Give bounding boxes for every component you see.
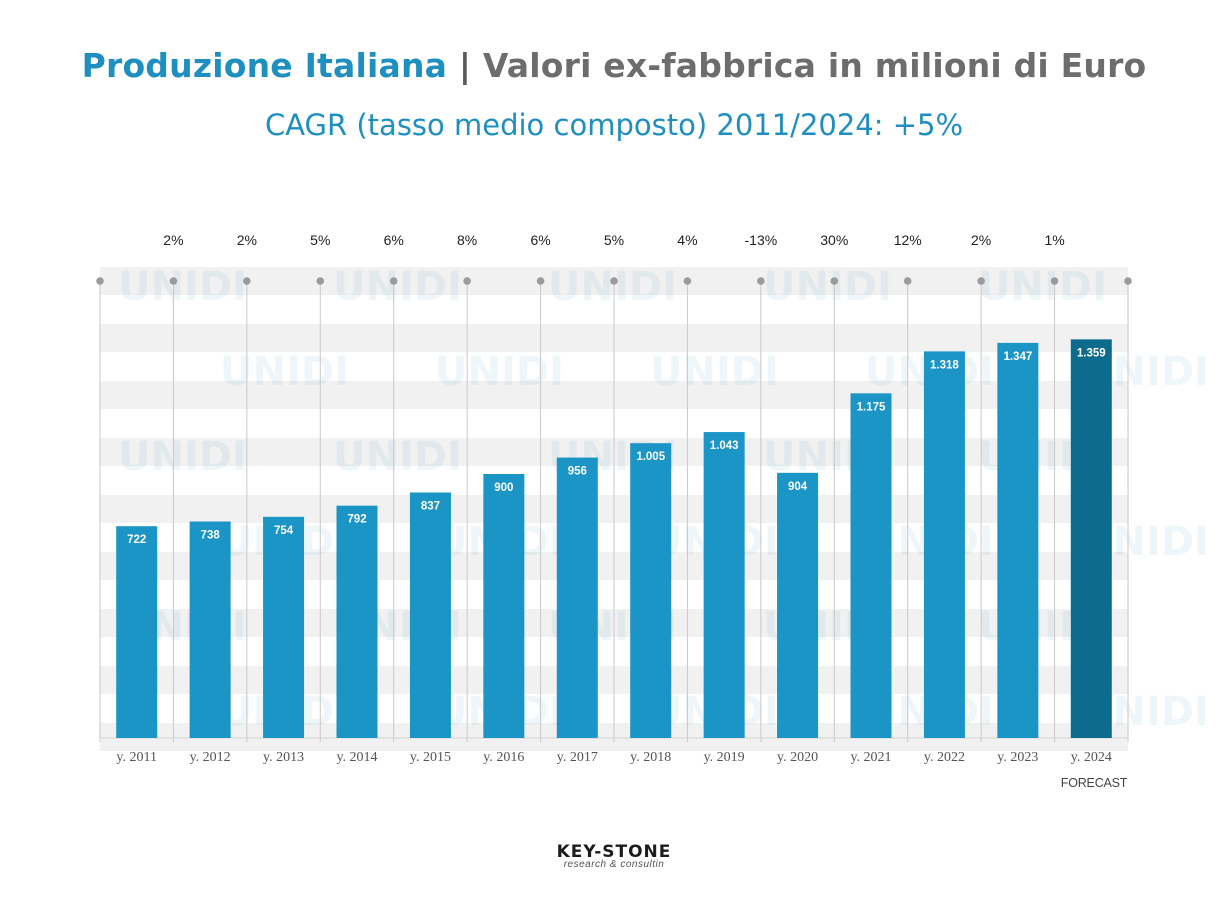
chart-subtitle: CAGR (tasso medio composto) 2011/2024: +… (264, 108, 964, 142)
growth-label: -13% (745, 232, 778, 248)
logo-tagline: research & consultin (563, 859, 665, 870)
category-label: y. 2014 (336, 750, 377, 765)
bar-y2022 (923, 351, 965, 738)
value-label: 1.043 (710, 440, 739, 452)
growth-label: 2% (237, 232, 257, 248)
value-label: 738 (201, 530, 221, 542)
bar-y2019 (703, 432, 745, 738)
growth-label: 4% (677, 232, 697, 248)
value-label: 1.359 (1077, 347, 1106, 359)
title-highlight: Produzione Italiana (81, 46, 448, 85)
growth-label: 30% (820, 232, 848, 248)
gridline-dot (463, 277, 471, 285)
value-label: 956 (568, 466, 587, 478)
bar-y2011 (116, 526, 158, 738)
category-label: y. 2017 (557, 750, 598, 765)
bar-y2023 (997, 342, 1039, 738)
forecast-note: FORECAST (1060, 776, 1128, 790)
growth-label: 8% (457, 232, 477, 248)
bar-y2024 (1070, 339, 1112, 738)
growth-label: 1% (1044, 232, 1064, 248)
category-label: y. 2018 (630, 750, 671, 765)
gridline-dot (1124, 277, 1132, 285)
watermark-text: UNIDI (333, 434, 462, 480)
keystone-logo: KEY-STONE research & consultin (500, 842, 728, 872)
category-label: y. 2022 (924, 750, 965, 765)
growth-label: 6% (384, 232, 404, 248)
title-separator: | (458, 46, 472, 85)
growth-label: 5% (604, 232, 624, 248)
bar-y2013 (263, 516, 305, 738)
category-label: y. 2024 (1071, 750, 1112, 765)
watermark-text: UNIDI (118, 264, 247, 310)
value-label: 904 (788, 481, 808, 493)
gridline-dot (903, 277, 912, 285)
value-label: 754 (274, 525, 294, 537)
bar-y2021 (850, 393, 892, 738)
watermark-text: UNIDI (978, 264, 1107, 310)
value-label: 1.318 (930, 359, 959, 371)
watermark-text: UNIDI (435, 349, 564, 395)
value-label: 722 (127, 534, 146, 546)
title-description: Valori ex-fabbrica in milioni di Euro (482, 46, 1147, 85)
watermark-text: UNIDI (650, 349, 779, 395)
gridline-dot (683, 277, 692, 285)
gridline-dot (96, 277, 104, 285)
category-label: y. 2013 (263, 750, 304, 765)
bar-y2020 (777, 472, 819, 738)
value-label: 1.175 (857, 401, 886, 413)
watermark-text: UNIDI (548, 264, 677, 310)
watermark-text: UNIDI (118, 434, 247, 480)
category-label: y. 2021 (850, 750, 891, 765)
bar-y2018 (630, 443, 672, 738)
value-label: 837 (421, 500, 440, 512)
category-label: y. 2023 (997, 750, 1038, 765)
value-label: 792 (347, 514, 366, 526)
bar-y2012 (189, 521, 231, 738)
growth-label: 5% (310, 232, 330, 248)
value-label: 1.005 (636, 451, 665, 463)
value-label: 900 (494, 482, 513, 494)
gridline-dot (977, 277, 985, 285)
category-label: y. 2012 (190, 750, 231, 765)
gridline-dot (1050, 277, 1059, 285)
gridline-dot (830, 277, 839, 285)
gridline-dot (757, 277, 765, 285)
bar-y2014 (336, 505, 378, 738)
watermark-text: UNIDI (220, 349, 349, 395)
watermark-text: UNIDI (763, 264, 892, 310)
bar-y2017 (556, 457, 598, 738)
gridline-dot (243, 277, 251, 285)
bar-y2016 (483, 474, 525, 738)
value-label: 1.347 (1003, 351, 1032, 363)
category-label: y. 2019 (704, 750, 745, 765)
watermark-text: UNIDI (333, 264, 462, 310)
category-label: y. 2016 (483, 750, 524, 765)
bar-y2015 (409, 492, 451, 738)
gridline-dot (610, 277, 618, 285)
gridline-dot (169, 277, 178, 285)
growth-label: 6% (530, 232, 550, 248)
gridline-dot (536, 277, 545, 285)
bars (116, 339, 1112, 738)
chart-title: Produzione Italiana | Valori ex-fabbrica… (0, 46, 1228, 85)
logo-wordmark: KEY-STONE (556, 842, 672, 862)
gridline-dot (316, 277, 325, 285)
growth-label: 2% (971, 232, 991, 248)
category-label: y. 2011 (116, 750, 157, 765)
growth-label: 12% (894, 232, 922, 248)
category-label: y. 2015 (410, 750, 451, 765)
growth-label: 2% (163, 232, 183, 248)
labels: 722 y. 2011 738 y. 2012 754 y. 2013 792 y. 2014… (116, 232, 1111, 765)
gridline-dot (389, 277, 398, 285)
category-label: y. 2020 (777, 750, 818, 765)
